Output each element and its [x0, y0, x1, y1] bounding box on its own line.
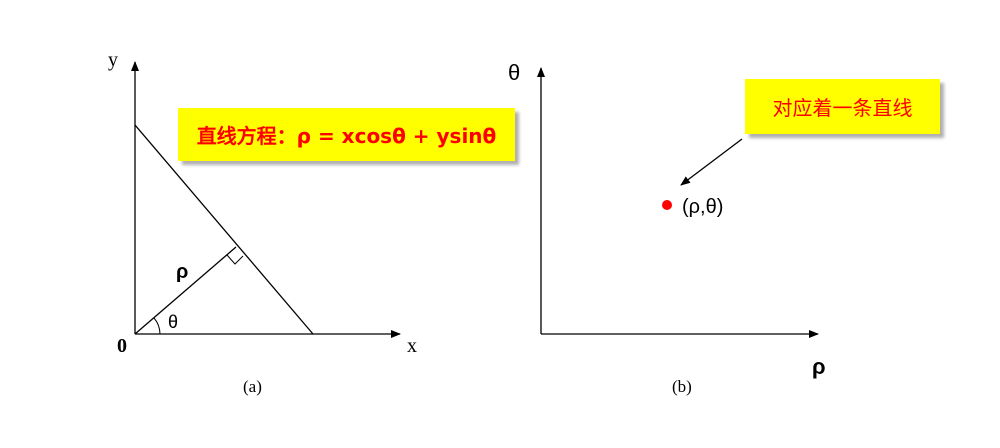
straight-line — [134, 124, 314, 335]
note-text: 对应着一条直线 — [772, 96, 913, 120]
right-angle-mark — [226, 254, 244, 265]
y-axis-label: y — [108, 49, 118, 71]
theta-axis-label: θ — [508, 60, 520, 85]
caption-a: (a) — [243, 377, 262, 396]
x-axis-label: x — [407, 335, 417, 357]
note-callout: 对应着一条直线 — [745, 79, 940, 134]
point-label: (ρ,θ) — [682, 196, 723, 218]
origin-label: 0 — [117, 335, 127, 357]
rho-axis-label: ρ — [812, 354, 826, 379]
pointer-arrow — [680, 138, 743, 186]
caption-b: (b) — [672, 377, 692, 396]
theta-arc — [153, 317, 161, 335]
point-marker — [662, 200, 672, 210]
panel-b: θ ρ (ρ,θ) (b) — [508, 60, 826, 396]
equation-callout: 直线方程：ρ = xcosθ + ysinθ — [178, 108, 515, 161]
theta-label: θ — [168, 312, 178, 332]
panel-a: y x 0 ρ θ (a) — [108, 49, 417, 396]
rho-label: ρ — [176, 261, 188, 283]
rho-segment — [134, 246, 237, 335]
equation-text: 直线方程：ρ = xcosθ + ysinθ — [196, 124, 497, 148]
